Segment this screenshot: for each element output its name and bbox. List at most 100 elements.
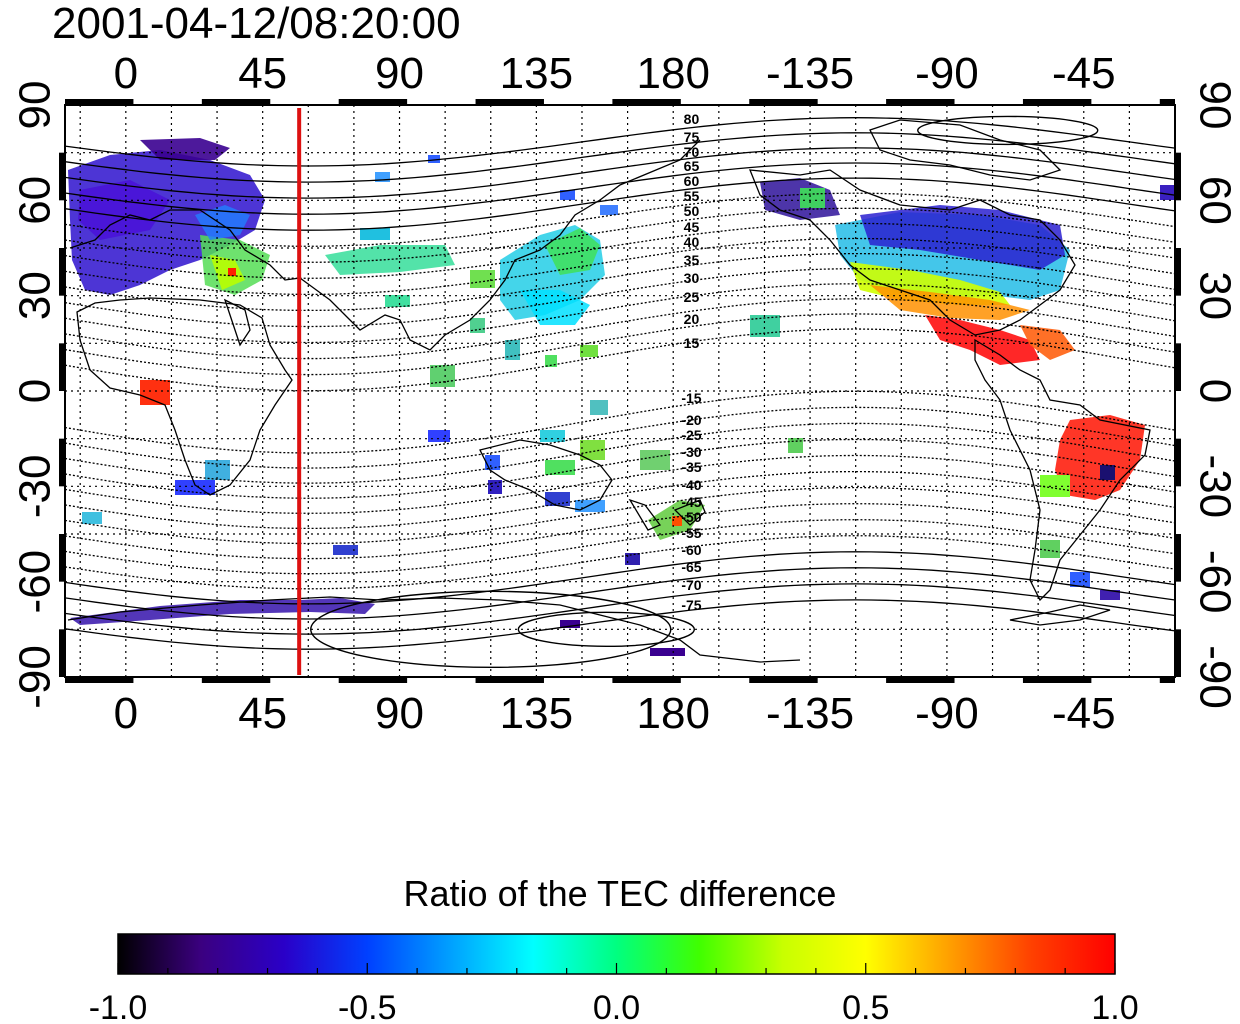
contour-line (64, 454, 1176, 514)
frame-band (1175, 152, 1181, 201)
top-longitude-label: 180 (637, 49, 710, 98)
contour-label: -15 (681, 390, 701, 406)
contour-label: 70 (684, 144, 700, 160)
frame-band (1175, 629, 1181, 677)
left-latitude-label: 30 (11, 271, 60, 320)
contour-label: 40 (684, 234, 700, 250)
top-longitude-label: -45 (1052, 49, 1116, 98)
frame-band (201, 99, 271, 105)
contour-line (64, 390, 1176, 454)
contour-label: -55 (681, 525, 701, 541)
frame-band (612, 99, 681, 105)
colorbar-tick-label: 0.0 (593, 989, 640, 1024)
contour-line (64, 470, 1176, 530)
contour-line (64, 192, 1176, 247)
right-latitude-label: -30 (1190, 455, 1239, 519)
contour-line (64, 147, 1176, 199)
frame-band (1175, 534, 1181, 582)
frame-band (749, 99, 818, 105)
contour-line (64, 503, 1176, 560)
contour-label: -60 (681, 542, 701, 558)
top-longitude-label: 0 (114, 49, 138, 98)
contour-label: -35 (681, 459, 701, 475)
axis-labels: 0045459090135135180180-135-135-90-90-45-… (11, 49, 1240, 738)
contour-label: -40 (681, 477, 701, 493)
coastlines (67, 119, 1151, 663)
frame-band (59, 343, 65, 391)
contour-label: -75 (681, 597, 701, 613)
contour-label: 65 (684, 158, 700, 174)
top-longitude-label: 45 (238, 49, 287, 98)
bottom-longitude-label: -135 (766, 689, 854, 738)
left-latitude-label: -30 (11, 455, 60, 519)
contour-label: -20 (681, 412, 701, 428)
contour-label: -45 (681, 494, 701, 510)
frame-band (612, 677, 681, 683)
tec-map: 0045459090135135180180-135-135-90-90-45-… (11, 49, 1240, 738)
contour-label: 30 (684, 270, 700, 286)
colorbar-tick-label: -0.5 (338, 989, 397, 1024)
right-latitude-label: -60 (1190, 550, 1239, 614)
colorbar-tick-label: -1.0 (89, 989, 148, 1024)
contour-line (64, 177, 1176, 231)
bottom-longitude-label: 0 (114, 689, 138, 738)
top-longitude-label: 90 (375, 49, 424, 98)
contour-line (64, 535, 1176, 590)
timestamp-title: 2001-04-12/08:20:00 (52, 0, 461, 48)
frame-band (1159, 677, 1175, 683)
frame-band (59, 248, 65, 296)
frame-band (1175, 248, 1181, 296)
colorbar-title: Ratio of the TEC difference (403, 873, 837, 914)
contour-label: 80 (684, 111, 700, 127)
plot-frame (59, 99, 1181, 683)
south-pole-contour (517, 611, 696, 648)
colorbar: -1.0 -0.5 0.0 0.5 1.0 (89, 933, 1139, 1024)
contour-label: 55 (684, 188, 700, 204)
left-latitude-label: 90 (11, 81, 60, 130)
frame-band (59, 534, 65, 582)
top-longitude-label: 135 (500, 49, 573, 98)
contour-label: 75 (684, 129, 700, 145)
left-latitude-label: 60 (11, 176, 60, 225)
frame-band (475, 677, 544, 683)
contour-line (64, 438, 1176, 499)
frame-band (1022, 99, 1092, 105)
colorbar-tick-labels: -1.0 -0.5 0.0 0.5 1.0 (89, 989, 1139, 1024)
colorbar-tick-label: 1.0 (1091, 989, 1138, 1024)
frame-band (1175, 438, 1181, 487)
frame-band (65, 99, 134, 105)
frame-band (59, 438, 65, 487)
contour-label: -30 (681, 444, 701, 460)
frame-band (1159, 99, 1175, 105)
contour-line (64, 422, 1176, 484)
contour-line (64, 551, 1176, 605)
contour-line (64, 519, 1176, 575)
frame-band (1022, 677, 1092, 683)
right-latitude-label: 30 (1190, 271, 1239, 320)
contour-label: 15 (684, 335, 700, 351)
contour-label: -65 (681, 559, 701, 575)
contour-line (64, 132, 1176, 183)
colorbar-tick-label: 0.5 (842, 989, 889, 1024)
frame-band (65, 677, 134, 683)
left-latitude-label: 0 (11, 379, 60, 403)
frame-band (1175, 343, 1181, 391)
magnetic-latitude-contours (64, 115, 1176, 669)
frame-band (338, 99, 408, 105)
contour-line (64, 406, 1176, 469)
south-pole-contour (310, 590, 672, 669)
right-latitude-label: -90 (1190, 645, 1239, 709)
right-latitude-label: 60 (1190, 176, 1239, 225)
frame-band (59, 629, 65, 677)
top-longitude-label: -90 (915, 49, 979, 98)
bottom-longitude-label: 90 (375, 689, 424, 738)
contour-line (64, 162, 1176, 215)
bottom-longitude-label: -90 (915, 689, 979, 738)
frame-band (886, 99, 955, 105)
bottom-longitude-label: -45 (1052, 689, 1116, 738)
frame-band (749, 677, 818, 683)
contour-line (64, 207, 1176, 263)
bottom-longitude-label: 180 (637, 689, 710, 738)
contour-label: 35 (684, 252, 700, 268)
